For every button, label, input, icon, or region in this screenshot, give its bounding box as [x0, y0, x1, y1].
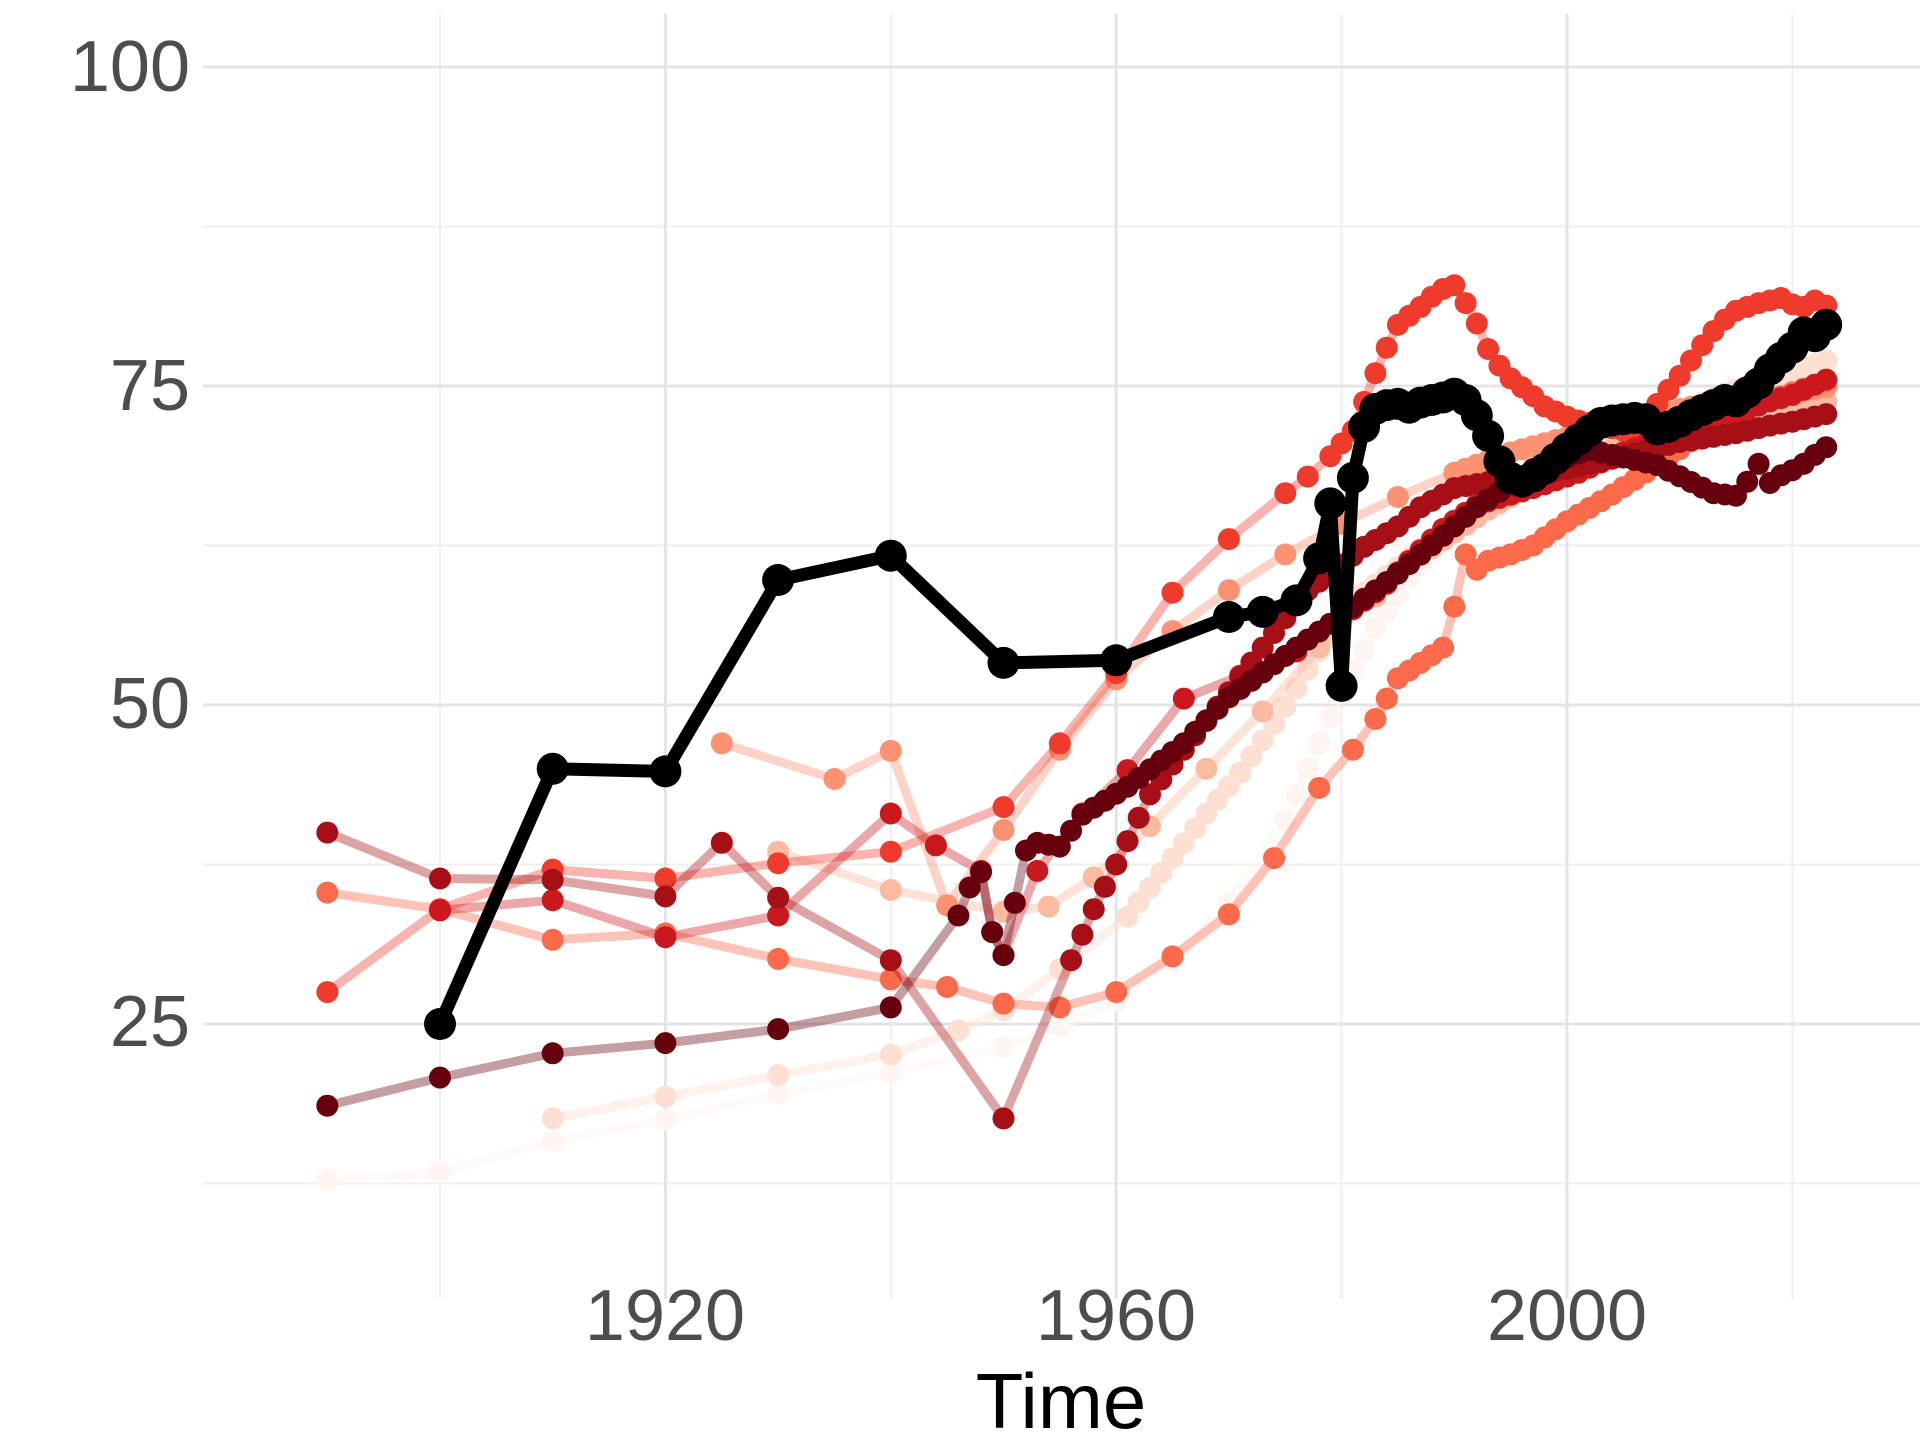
series-layer: [316, 274, 1843, 1191]
y-tick-label-75: 75: [110, 346, 190, 426]
y-tick-label-100: 100: [70, 27, 190, 107]
x-tick-label-1960: 1960: [1036, 1276, 1196, 1356]
y-tick-label-50: 50: [110, 664, 190, 744]
series-highlight-black: [424, 308, 1843, 1040]
x-tick-label-2000: 2000: [1487, 1276, 1647, 1356]
y-tick-label-25: 25: [110, 982, 190, 1062]
axis-labels: 100 75 50 25 1920 1960 2000 Time: [70, 27, 1647, 1440]
x-axis-title: Time: [976, 1357, 1146, 1440]
minor-gridlines: [203, 14, 1920, 1299]
x-tick-label-1920: 1920: [585, 1276, 745, 1356]
